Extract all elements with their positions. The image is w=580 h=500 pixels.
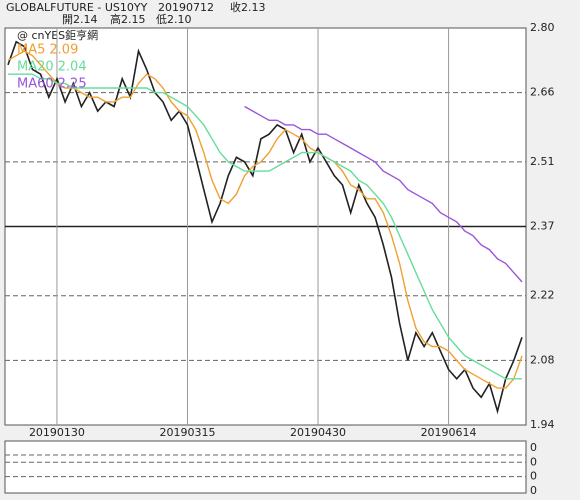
series-line (7, 50, 523, 389)
series-line (8, 73, 522, 380)
series-line (244, 105, 523, 283)
y-tick-label: 2.22 (530, 289, 555, 302)
x-tick-label: 20190430 (290, 426, 346, 439)
chart-title: GLOBALFUTURE - US10YY (6, 1, 148, 14)
quote: 收2.13 (230, 0, 266, 14)
legend-value: 2.04 (58, 60, 87, 75)
quote: 開2.14 (62, 13, 98, 26)
y-tick-label: 2.51 (530, 155, 555, 168)
quote: 高2.15 (110, 12, 146, 26)
date: 20190712 (158, 1, 214, 14)
legend-name: MA20 (17, 60, 54, 75)
watermark: @ cnYES鉅亨網 (17, 28, 98, 42)
lower-tick-label: 0 (530, 484, 537, 497)
y-tick-label: 2.80 (530, 21, 555, 34)
lower-panel (4, 440, 527, 494)
legend-name: MA60 (17, 77, 54, 92)
lower-tick-label: 0 (530, 441, 537, 454)
y-tick-label: 2.08 (530, 353, 555, 366)
lower-tick-label: 0 (530, 455, 537, 468)
x-tick-label: 20190130 (29, 426, 85, 439)
legend-name: MA5 (17, 43, 45, 58)
y-tick-label: 1.94 (530, 418, 555, 431)
quote: 低2.10 (156, 13, 192, 26)
x-tick-label: 20190614 (421, 426, 477, 439)
series-line (7, 40, 523, 415)
y-tick-label: 2.66 (530, 86, 555, 99)
legend-value: 2.09 (49, 43, 78, 58)
legend-value: 2.25 (58, 77, 87, 92)
x-tick-label: 20190315 (159, 426, 215, 439)
lower-tick-label: 0 (530, 470, 537, 483)
y-tick-label: 2.37 (530, 220, 555, 233)
